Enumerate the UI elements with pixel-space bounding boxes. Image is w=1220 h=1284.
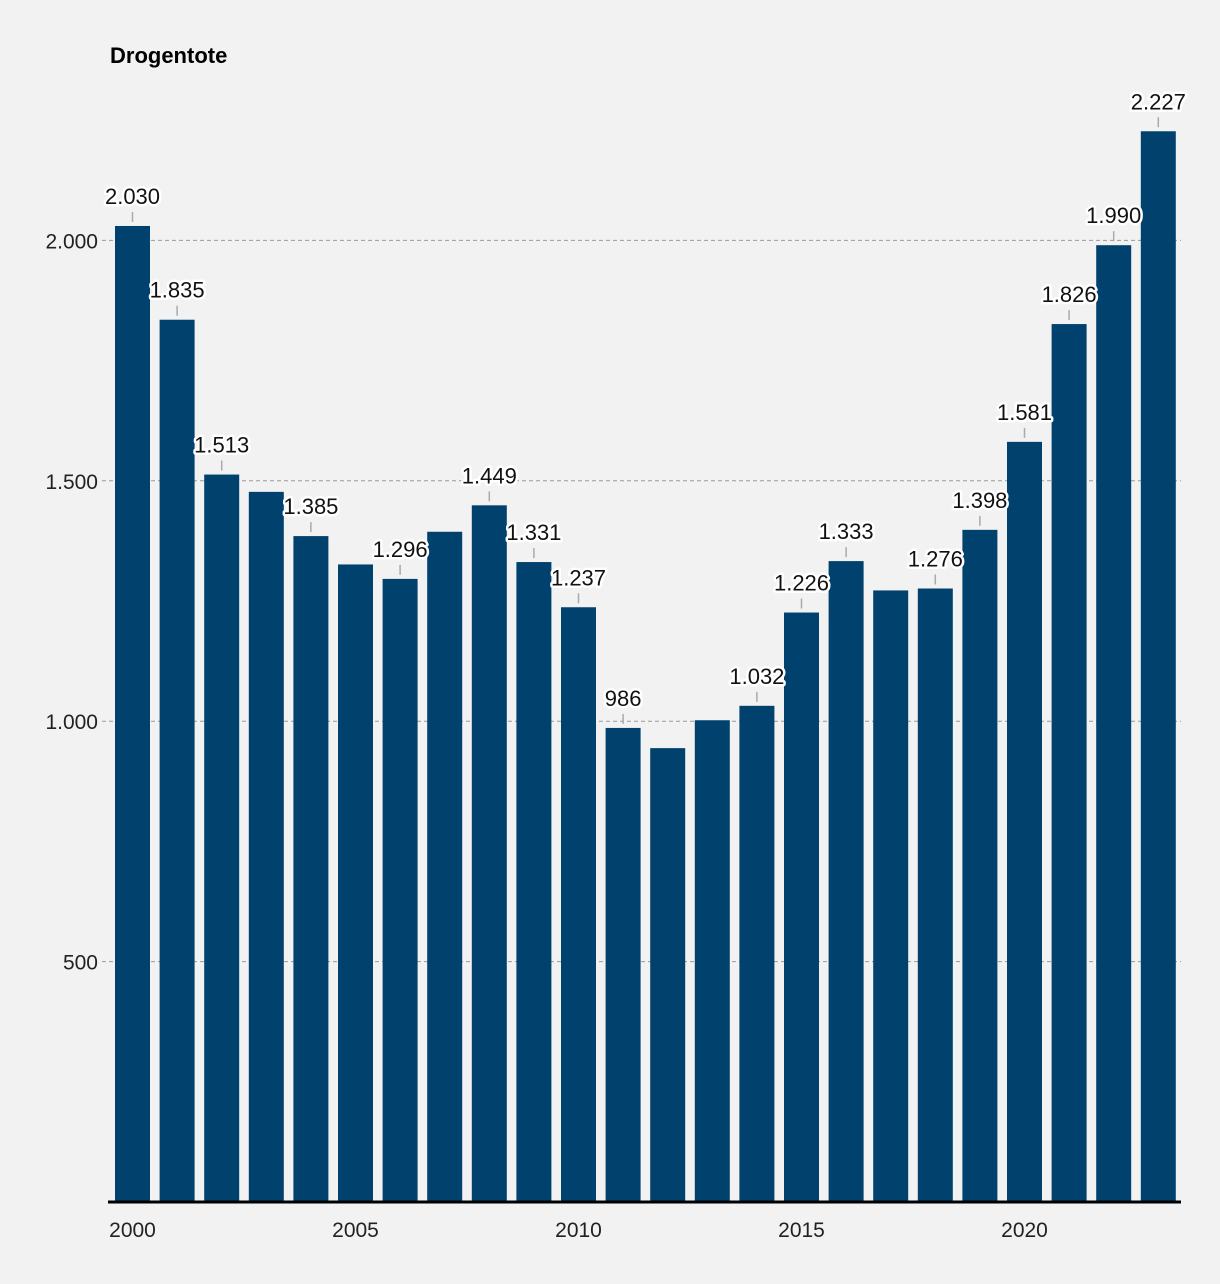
y-tick-label: 1.000 [45, 711, 98, 734]
data-label: 1.398 [952, 488, 1007, 513]
bar [873, 590, 909, 1202]
grid-lines [102, 239, 1181, 963]
bar [293, 536, 329, 1202]
data-label: 1.990 [1086, 203, 1141, 228]
bars [115, 131, 1176, 1203]
bar [338, 564, 373, 1202]
data-label: 1.835 [150, 278, 205, 303]
data-label: 1.296 [373, 537, 428, 562]
bar [382, 578, 418, 1202]
data-label: 1.513 [194, 433, 249, 458]
data-label: 1.237 [551, 565, 606, 590]
x-axis-ticks: 2000 2005 2010 2015 2020 [109, 1219, 1048, 1242]
y-tick-label: 1.500 [45, 471, 98, 494]
data-label: 1.826 [1042, 282, 1097, 307]
bar [784, 612, 819, 1202]
data-label: 1.226 [774, 571, 829, 596]
data-label: 1.581 [997, 400, 1052, 425]
bar [471, 505, 507, 1202]
data-label: 1.333 [819, 519, 874, 544]
bar [962, 529, 998, 1202]
data-label: 1.331 [506, 520, 561, 545]
y-tick-label: 2.000 [45, 230, 98, 253]
bar [1140, 131, 1176, 1202]
y-axis-ticks: 500 1.000 1.500 2.000 [45, 230, 98, 974]
bar [828, 561, 864, 1202]
bar [1096, 245, 1132, 1202]
x-tick-label: 2000 [109, 1219, 156, 1242]
bar [917, 588, 953, 1202]
bar [516, 562, 552, 1202]
bar [739, 705, 775, 1202]
data-label: 986 [605, 686, 642, 711]
bar [115, 225, 150, 1202]
data-labels: 2.030 1.835 1.513 1.385 1.296 1.449 1.331 1.237… [102, 87, 1188, 714]
x-tick-label: 2010 [555, 1219, 602, 1242]
bar [1051, 324, 1087, 1202]
bar [248, 491, 284, 1202]
bar [694, 720, 730, 1202]
bar [561, 607, 596, 1202]
data-label: 1.449 [462, 463, 517, 488]
x-tick-label: 2005 [332, 1219, 379, 1242]
y-tick-label: 500 [63, 952, 98, 975]
data-label: 1.276 [908, 546, 963, 571]
bar [204, 474, 240, 1203]
bar [605, 727, 641, 1202]
chart-title: Drogentote [110, 43, 227, 68]
data-label: 2.030 [105, 184, 160, 209]
bar [427, 531, 463, 1202]
bar [650, 748, 686, 1202]
bar [159, 319, 195, 1202]
data-label: 1.385 [283, 494, 338, 519]
x-tick-label: 2015 [778, 1219, 825, 1242]
label-leaders [131, 117, 1160, 724]
bar [1007, 441, 1042, 1202]
x-tick-label: 2020 [1001, 1219, 1048, 1242]
data-label: 2.227 [1131, 89, 1186, 114]
data-label: 1.032 [729, 664, 784, 689]
